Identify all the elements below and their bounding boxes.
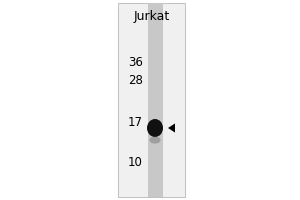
Text: 10: 10 xyxy=(128,156,143,168)
Text: 36: 36 xyxy=(128,55,143,68)
Polygon shape xyxy=(168,123,175,133)
Text: Jurkat: Jurkat xyxy=(134,10,170,23)
Text: 17: 17 xyxy=(128,116,143,129)
Text: 28: 28 xyxy=(128,73,143,86)
Bar xyxy=(118,3,185,197)
Bar xyxy=(148,3,163,197)
Ellipse shape xyxy=(149,136,161,144)
Ellipse shape xyxy=(147,119,163,137)
